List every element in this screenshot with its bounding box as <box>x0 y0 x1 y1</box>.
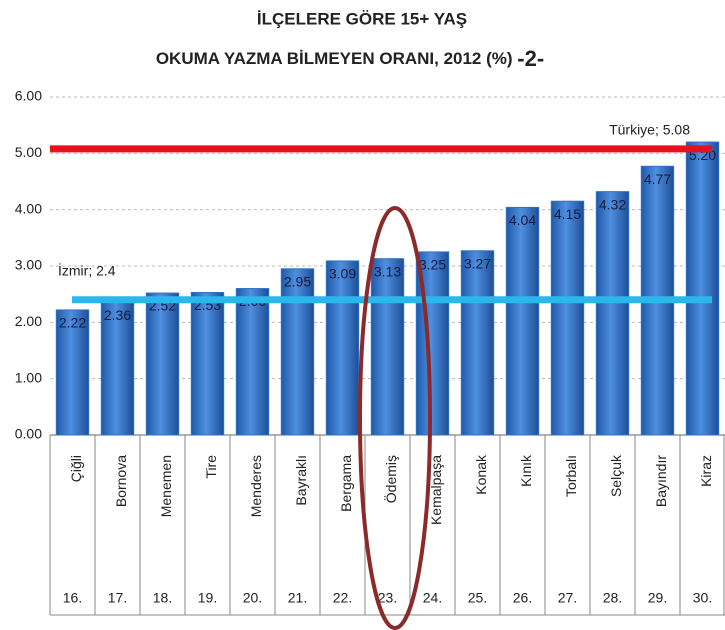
x-tick-label: Kemalpaşa <box>428 455 444 525</box>
value-label: 3.09 <box>329 266 356 282</box>
rank-label: 22. <box>333 590 352 606</box>
rank-label: 20. <box>243 590 262 606</box>
y-tick-label: 0.00 <box>15 426 42 442</box>
y-tick-label: 3.00 <box>15 257 42 273</box>
x-tick-label: Konak <box>473 454 489 495</box>
x-tick-label: Bergama <box>338 455 354 512</box>
rank-label: 30. <box>693 590 712 606</box>
value-label: 2.95 <box>284 274 311 290</box>
rank-label: 27. <box>558 590 577 606</box>
y-tick-label: 1.00 <box>15 369 42 385</box>
rank-label: 21. <box>288 590 307 606</box>
rank-label: 24. <box>423 590 442 606</box>
y-tick-label: 2.00 <box>15 313 42 329</box>
rank-label: 19. <box>198 590 217 606</box>
bar <box>505 206 540 436</box>
y-tick-label: 4.00 <box>15 200 42 216</box>
bar <box>235 288 270 436</box>
subtitle-text: OKUMA YAZMA BİLMEYEN ORANI, 2012 (%) <box>156 49 513 68</box>
x-tick-label: Bayraklı <box>293 455 309 506</box>
bar <box>685 141 720 436</box>
value-label: 4.04 <box>509 212 536 228</box>
value-label: 3.13 <box>374 263 401 279</box>
rank-label: 17. <box>108 590 127 606</box>
value-label: 3.27 <box>464 255 491 271</box>
bar <box>100 301 135 436</box>
chart-subtitle: OKUMA YAZMA BİLMEYEN ORANI, 2012 (%) -2- <box>156 46 544 71</box>
rank-label: 28. <box>603 590 622 606</box>
x-tick-label: Menderes <box>248 455 264 517</box>
bar <box>280 268 315 436</box>
value-label: 2.22 <box>59 315 86 331</box>
y-tick-label: 6.00 <box>15 88 42 104</box>
value-label: 3.25 <box>419 257 446 273</box>
rank-label: 18. <box>153 590 172 606</box>
bar <box>190 291 225 436</box>
bar <box>370 258 405 436</box>
x-tick-label: Selçuk <box>608 454 624 497</box>
reference-label: İzmir; 2.4 <box>58 262 116 279</box>
bar <box>595 191 630 436</box>
subtitle-suffix: -2- <box>517 46 544 71</box>
bar <box>145 292 180 436</box>
bar <box>325 260 360 436</box>
x-tick-label: Bayındır <box>653 455 669 507</box>
rank-label: 16. <box>63 590 82 606</box>
bar <box>55 309 90 436</box>
x-tick-label: Kiraz <box>698 455 714 487</box>
bar <box>460 250 495 436</box>
rank-label: 23. <box>378 590 397 606</box>
x-tick-label: Menemen <box>158 455 174 517</box>
x-tick-label: Kınık <box>518 454 534 487</box>
bar <box>550 200 585 436</box>
x-tick-label: Torbalı <box>563 455 579 497</box>
value-label: 4.32 <box>599 196 626 212</box>
x-tick-label: Ödemiş <box>382 455 399 503</box>
value-label: 2.36 <box>104 307 131 323</box>
rank-label: 26. <box>513 590 532 606</box>
reference-label: Türkiye; 5.08 <box>609 122 690 138</box>
highlight-oval <box>358 206 432 630</box>
value-label: 4.77 <box>644 171 671 187</box>
y-tick-label: 5.00 <box>15 144 42 160</box>
rank-label: 25. <box>468 590 487 606</box>
chart-title: İLÇELERE GÖRE 15+ YAŞ <box>257 9 467 28</box>
x-tick-label: Tire <box>203 455 219 479</box>
x-tick-label: Çiğli <box>68 455 84 482</box>
x-tick-label: Bornova <box>113 455 129 507</box>
rank-label: 29. <box>648 590 667 606</box>
value-label: 4.15 <box>554 206 581 222</box>
